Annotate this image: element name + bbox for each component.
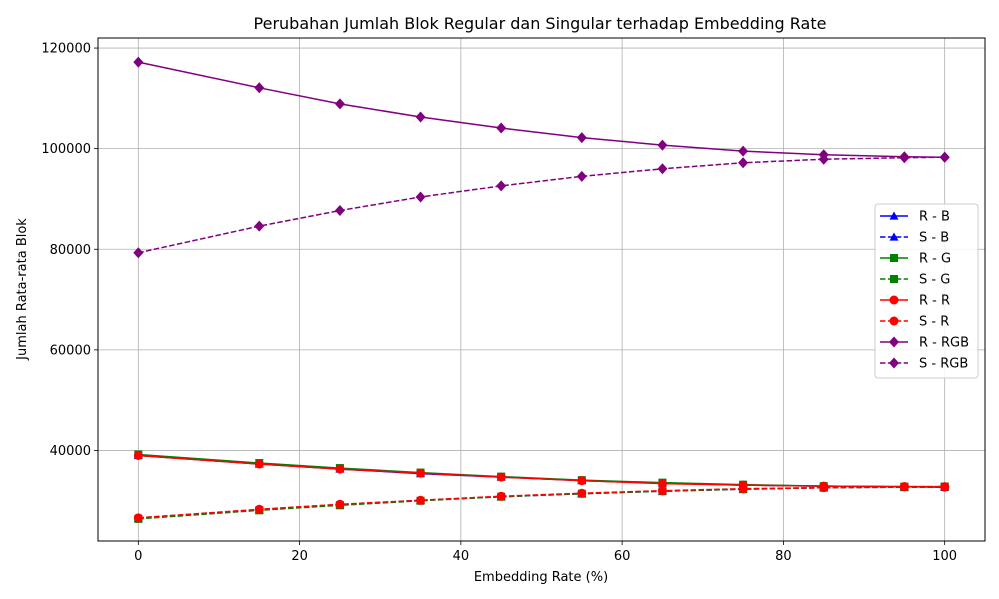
grid	[98, 38, 985, 541]
legend-marker-r-g	[890, 254, 898, 262]
x-tick-label: 80	[775, 549, 792, 564]
plot-frame	[97, 37, 986, 542]
legend-marker-r-r	[889, 295, 899, 305]
data-point-r-r	[657, 479, 667, 489]
data-point-s-rgb	[133, 247, 144, 259]
legend: R - B S - B R - G S - G R - R S - R R - RGB S -…	[874, 203, 979, 379]
legend-label-s-g: S - G	[919, 273, 950, 288]
data-point-r-rgb	[657, 139, 668, 151]
data-point-r-r	[416, 468, 426, 478]
legend-marker-s-r	[889, 316, 899, 326]
x-tick-label: 20	[291, 549, 308, 564]
legend-marker-s-b	[889, 232, 899, 241]
data-point-s-rgb	[254, 220, 265, 232]
data-point-r-rgb	[415, 111, 426, 123]
data-point-s-rgb	[818, 153, 829, 165]
data-point-s-r	[496, 491, 506, 501]
data-point-s-rgb	[657, 163, 668, 175]
data-point-r-rgb	[738, 145, 749, 157]
data-point-s-r	[335, 499, 345, 509]
data-point-s-r	[254, 504, 264, 514]
x-axis-ticks: 0 20 40 60 80 100	[134, 541, 957, 564]
legend-label-r-rgb: R - RGB	[919, 336, 969, 351]
data-point-r-rgb	[334, 98, 345, 110]
data-point-s-r	[899, 482, 909, 492]
data-point-r-r	[254, 459, 264, 469]
series-markers	[133, 56, 950, 523]
data-point-r-r	[335, 464, 345, 474]
data-point-s-r	[416, 495, 426, 505]
series-line-r-rgb	[138, 61, 945, 158]
x-tick-label: 0	[134, 549, 142, 564]
data-point-r-rgb	[576, 132, 587, 144]
legend-label-s-rgb: S - RGB	[919, 357, 968, 372]
x-tick-label: 100	[932, 549, 957, 564]
data-point-r-rgb	[254, 82, 265, 94]
data-point-s-rgb	[899, 152, 910, 164]
data-point-s-r	[577, 488, 587, 498]
data-point-r-r	[133, 450, 143, 460]
data-point-r-r	[496, 472, 506, 482]
y-tick-label: 100000	[41, 142, 91, 157]
data-point-s-rgb	[334, 205, 345, 217]
legend-marker-r-b	[889, 211, 899, 220]
chart-title: Perubahan Jumlah Blok Regular dan Singul…	[254, 14, 827, 33]
legend-label-s-r: S - R	[919, 315, 949, 330]
x-tick-label: 60	[614, 549, 631, 564]
y-axis-title: Jumlah Rata-rata Blok	[15, 218, 30, 361]
legend-label-r-g: R - G	[919, 252, 951, 267]
data-point-s-rgb	[939, 151, 950, 163]
legend-label-r-r: R - R	[919, 294, 950, 309]
y-tick-label: 120000	[41, 42, 91, 57]
y-tick-label: 80000	[50, 243, 91, 258]
y-axis-ticks: 40000 60000 80000 100000 120000	[41, 42, 98, 459]
data-point-s-r	[738, 484, 748, 494]
data-point-s-rgb	[576, 170, 587, 182]
x-tick-label: 40	[453, 549, 470, 564]
y-tick-label: 60000	[50, 343, 91, 358]
data-point-r-r	[577, 476, 587, 486]
series-line-s-rgb	[138, 156, 945, 254]
legend-marker-r-rgb	[889, 336, 899, 348]
legend-marker-s-g	[890, 275, 898, 283]
x-axis-title: Embedding Rate (%)	[474, 570, 608, 585]
y-tick-label: 40000	[50, 444, 91, 459]
legend-label-r-b: R - B	[919, 210, 950, 225]
data-point-s-r	[819, 483, 829, 493]
legend-box	[874, 203, 979, 379]
data-point-r-rgb	[496, 122, 507, 134]
data-point-s-r	[657, 486, 667, 496]
data-point-s-rgb	[738, 157, 749, 169]
data-point-s-r	[133, 513, 143, 523]
legend-label-s-b: S - B	[919, 231, 949, 246]
data-point-s-rgb	[496, 180, 507, 192]
data-point-s-r	[940, 482, 950, 492]
data-point-r-rgb	[133, 56, 144, 68]
data-point-s-rgb	[415, 191, 426, 203]
legend-marker-s-rgb	[889, 357, 899, 369]
